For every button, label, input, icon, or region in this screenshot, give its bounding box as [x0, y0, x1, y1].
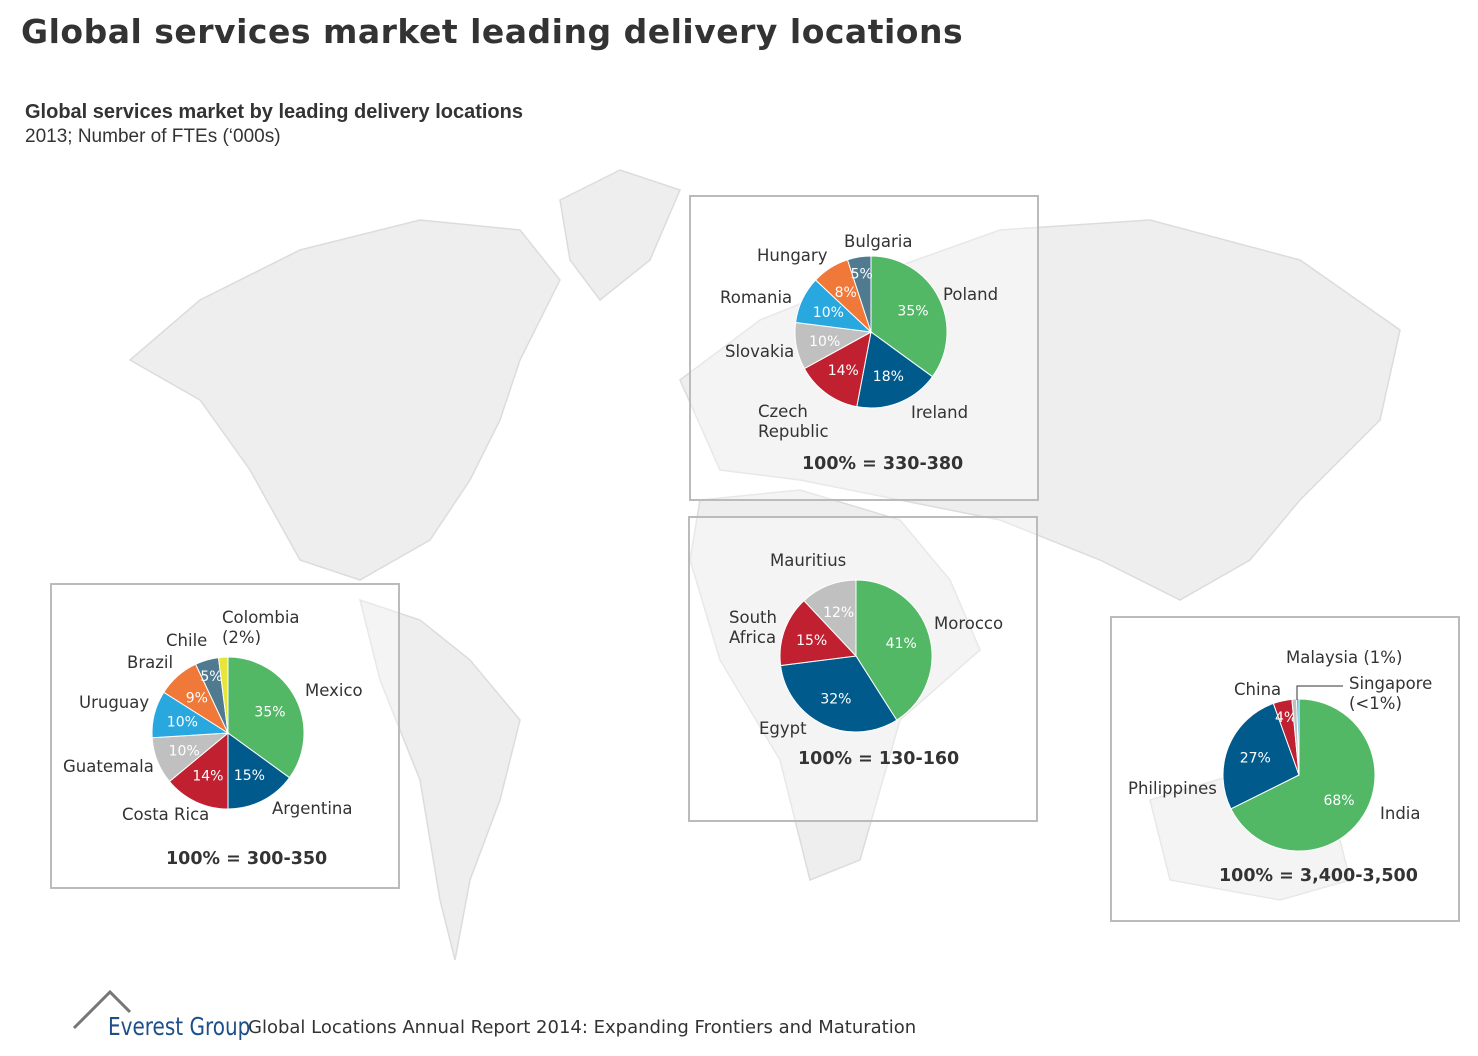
pie-total-label: 100% = 300-350	[166, 849, 328, 869]
slice-name-label: Colombia (2%)	[222, 608, 300, 647]
slice-name-label: Chile	[166, 631, 208, 650]
slice-percent-label: 10%	[809, 334, 840, 350]
pie-total-label: 100% = 130-160	[798, 749, 960, 769]
slice-name-label: Philippines	[1128, 779, 1217, 798]
slice-percent-label: 12%	[823, 605, 854, 621]
slice-name-label: Egypt	[759, 719, 807, 738]
slice-percent-label: 32%	[820, 692, 851, 708]
pie-slice	[803, 331, 872, 408]
leader-line	[1296, 685, 1343, 700]
pie-total-label: 100% = 3,400-3,500	[1219, 866, 1418, 886]
slice-percent-label: 35%	[897, 304, 928, 320]
slice-percent-label: 15%	[796, 633, 827, 649]
pie-slice	[1230, 698, 1376, 852]
everest-logo-icon	[72, 990, 132, 1030]
slice-name-label: Brazil	[127, 653, 174, 672]
pie-slice	[779, 599, 858, 667]
pie-slice	[1222, 702, 1300, 810]
slice-percent-label: 5%	[200, 669, 222, 685]
chart-subtitle: Global services market by leading delive…	[25, 101, 523, 123]
slice-name-label: South Africa	[729, 608, 777, 647]
report-source: Global Locations Annual Report 2014: Exp…	[248, 1017, 917, 1038]
slice-name-label: Slovakia	[725, 342, 795, 361]
pie-slice	[780, 655, 898, 733]
slice-name-label: Bulgaria	[844, 232, 913, 251]
slice-name-label: Singapore (<1%)	[1349, 674, 1433, 713]
slice-percent-label: 8%	[835, 285, 857, 301]
slice-name-label: Romania	[720, 288, 793, 307]
slice-percent-label: 18%	[873, 369, 904, 385]
brand-name: Everest Group	[108, 1012, 251, 1041]
pie-slice	[168, 731, 229, 810]
pie-slice	[803, 579, 857, 658]
slice-percent-label: 41%	[886, 636, 917, 652]
slice-percent-label: 27%	[1240, 750, 1271, 766]
slice-name-label: Czech Republic	[758, 402, 829, 441]
pie-total-label: 100% = 330-380	[802, 454, 964, 474]
slice-name-label: India	[1380, 804, 1421, 823]
slice-percent-label: 10%	[813, 305, 844, 321]
pie-slice	[846, 255, 872, 333]
slice-percent-label: 5%	[851, 266, 873, 282]
slice-name-label: Ireland	[911, 403, 969, 422]
slice-percent-label: 10%	[167, 714, 198, 730]
slice-percent-label: 4%	[1275, 710, 1297, 726]
slice-name-label: Mexico	[305, 681, 363, 700]
page-title: Global services market leading delivery …	[21, 12, 964, 51]
slice-name-label: Mauritius	[770, 551, 847, 570]
pie-slice	[227, 656, 305, 779]
pie-slice	[856, 331, 934, 409]
slice-percent-label: 15%	[234, 768, 265, 784]
slice-name-label: Costa Rica	[122, 805, 210, 824]
slice-percent-label: 10%	[169, 743, 200, 759]
pie-slice	[217, 656, 229, 734]
slice-name-label: Morocco	[934, 614, 1004, 633]
slice-name-label: Argentina	[272, 799, 353, 818]
pie-slice	[227, 732, 291, 810]
slice-name-label: Uruguay	[79, 693, 150, 712]
slice-percent-label: 35%	[254, 705, 285, 721]
slice-name-label: Guatemala	[63, 757, 154, 776]
chart-subtitle-units: 2013; Number of FTEs (‘000s)	[25, 126, 281, 147]
slice-name-label: Malaysia (1%)	[1286, 648, 1403, 667]
slice-name-label: Hungary	[757, 246, 828, 265]
slice-name-label: China	[1234, 680, 1282, 699]
slice-percent-label: 9%	[186, 691, 208, 707]
slice-percent-label: 14%	[192, 769, 223, 785]
pie-slice	[870, 255, 948, 378]
slice-name-label: Poland	[943, 285, 999, 304]
slice-percent-label: 68%	[1323, 793, 1354, 809]
slice-percent-label: 14%	[828, 363, 859, 379]
